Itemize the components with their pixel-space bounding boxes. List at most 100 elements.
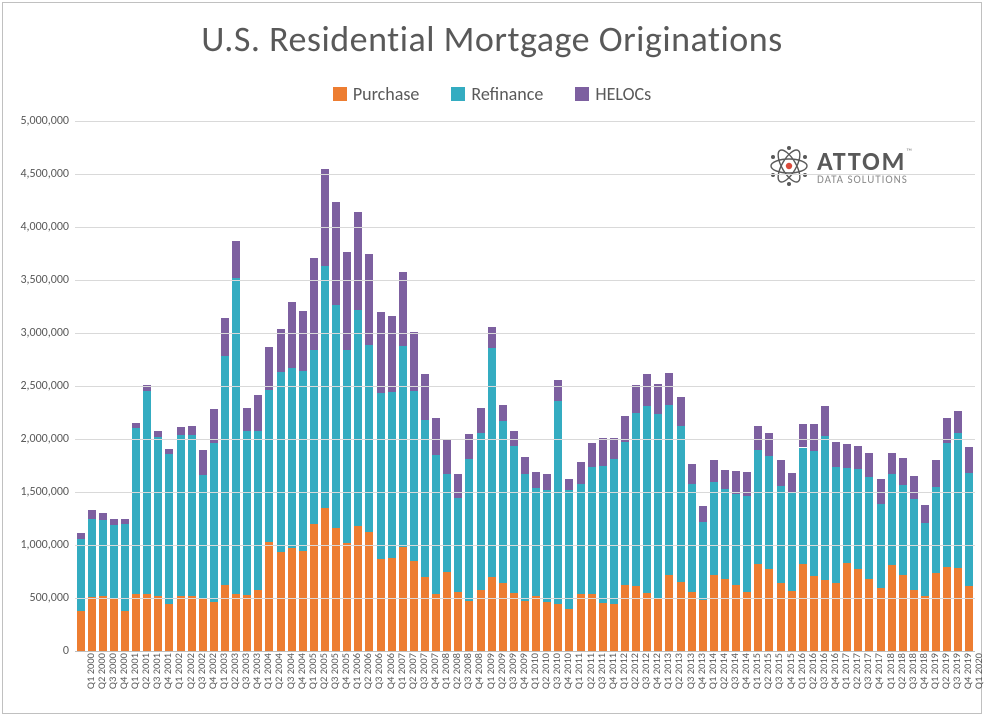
bar-segment-helocs bbox=[388, 316, 396, 392]
bar-segment-purchase bbox=[510, 593, 518, 651]
bar-segment-refinance bbox=[699, 522, 707, 600]
y-tick-label: 4,000,000 bbox=[9, 220, 69, 234]
bar-segment-purchase bbox=[132, 594, 140, 651]
bar-segment-purchase bbox=[454, 592, 462, 651]
bar-segment-purchase bbox=[654, 599, 662, 651]
bar-segment-purchase bbox=[888, 565, 896, 651]
bar-segment-helocs bbox=[77, 533, 85, 538]
bar-segment-helocs bbox=[865, 453, 873, 477]
bar-segment-helocs bbox=[343, 252, 351, 350]
y-tick-label: 500,000 bbox=[9, 591, 69, 605]
bar-segment-helocs bbox=[899, 458, 907, 485]
bar-segment-purchase bbox=[788, 591, 796, 651]
bar-segment-purchase bbox=[777, 583, 785, 651]
legend-swatch-refinance bbox=[451, 87, 465, 101]
bar-segment-purchase bbox=[199, 598, 207, 651]
bar-segment-refinance bbox=[943, 443, 951, 567]
bar-segment-refinance bbox=[665, 405, 673, 575]
bar-segment-purchase bbox=[577, 594, 585, 651]
bar-segment-purchase bbox=[710, 575, 718, 651]
bar-segment-purchase bbox=[643, 593, 651, 651]
bar-segment-purchase bbox=[932, 573, 940, 651]
legend-label-helocs: HELOCs bbox=[595, 83, 651, 105]
bar-segment-refinance bbox=[565, 490, 573, 609]
bar-segment-helocs bbox=[165, 449, 173, 454]
bar-segment-helocs bbox=[421, 374, 429, 420]
gridline bbox=[75, 174, 975, 175]
bar-segment-helocs bbox=[788, 473, 796, 493]
bar-segment-helocs bbox=[543, 474, 551, 490]
legend-label-refinance: Refinance bbox=[471, 83, 543, 105]
bar-segment-helocs bbox=[454, 474, 462, 498]
bar-segment-purchase bbox=[299, 551, 307, 651]
bar-segment-purchase bbox=[765, 569, 773, 651]
bar-segment-refinance bbox=[388, 392, 396, 557]
bar-segment-purchase bbox=[277, 552, 285, 651]
bar-segment-purchase bbox=[377, 559, 385, 651]
bar-segment-helocs bbox=[299, 311, 307, 371]
bar-segment-helocs bbox=[99, 513, 107, 519]
bar-segment-helocs bbox=[288, 302, 296, 368]
bar-segment-helocs bbox=[365, 254, 373, 345]
bar-segment-refinance bbox=[799, 448, 807, 565]
y-tick-label: 2,000,000 bbox=[9, 432, 69, 446]
bar-segment-helocs bbox=[610, 438, 618, 459]
y-tick-label: 3,500,000 bbox=[9, 273, 69, 287]
bar-segment-refinance bbox=[110, 525, 118, 599]
bar-segment-refinance bbox=[77, 539, 85, 611]
bar-segment-purchase bbox=[188, 596, 196, 651]
bar-segment-purchase bbox=[899, 575, 907, 651]
bar-segment-refinance bbox=[788, 493, 796, 591]
bar-segment-refinance bbox=[377, 393, 385, 558]
bar-segment-refinance bbox=[177, 435, 185, 596]
bar-segment-purchase bbox=[721, 579, 729, 651]
bar-segment-purchase bbox=[288, 548, 296, 651]
bar-segment-refinance bbox=[277, 372, 285, 552]
plot-area bbox=[75, 121, 975, 651]
bar-segment-refinance bbox=[477, 433, 485, 590]
bar-segment-helocs bbox=[332, 202, 340, 306]
bar-segment-purchase bbox=[854, 569, 862, 651]
bar-segment-purchase bbox=[832, 583, 840, 651]
bar-segment-refinance bbox=[332, 305, 340, 528]
bar-segment-helocs bbox=[232, 241, 240, 278]
bar-segment-helocs bbox=[588, 443, 596, 466]
bar-segment-refinance bbox=[643, 406, 651, 593]
bar-segment-purchase bbox=[821, 580, 829, 651]
gridline bbox=[75, 598, 975, 599]
bar-segment-refinance bbox=[410, 391, 418, 561]
bar-segment-purchase bbox=[699, 600, 707, 651]
bar-segment-refinance bbox=[343, 350, 351, 543]
bar-segment-purchase bbox=[421, 577, 429, 651]
bar-segment-helocs bbox=[110, 519, 118, 525]
bar-segment-refinance bbox=[921, 523, 929, 596]
bar-segment-helocs bbox=[921, 505, 929, 523]
bar-segment-refinance bbox=[132, 428, 140, 593]
bar-segment-helocs bbox=[721, 470, 729, 489]
gridline bbox=[75, 439, 975, 440]
bar-segment-helocs bbox=[177, 427, 185, 434]
bar-segment-purchase bbox=[488, 577, 496, 651]
gridline bbox=[75, 280, 975, 281]
bar-segment-refinance bbox=[843, 468, 851, 563]
legend: Purchase Refinance HELOCs bbox=[3, 83, 981, 106]
bar-segment-helocs bbox=[199, 450, 207, 475]
bar-segment-helocs bbox=[410, 332, 418, 391]
bar-segment-helocs bbox=[554, 380, 562, 401]
bar-segment-helocs bbox=[477, 408, 485, 432]
bar-segment-purchase bbox=[843, 563, 851, 651]
bar-segment-helocs bbox=[754, 426, 762, 449]
bar-segment-purchase bbox=[810, 576, 818, 651]
bar-segment-refinance bbox=[488, 348, 496, 577]
bar-segment-purchase bbox=[121, 611, 129, 651]
bar-segment-refinance bbox=[765, 456, 773, 569]
bar-segment-helocs bbox=[277, 329, 285, 372]
bar-segment-refinance bbox=[243, 431, 251, 595]
bar-segment-refinance bbox=[465, 459, 473, 601]
gridline bbox=[75, 386, 975, 387]
bar-segment-purchase bbox=[221, 585, 229, 651]
y-tick-label: 3,000,000 bbox=[9, 326, 69, 340]
bar-segment-refinance bbox=[288, 368, 296, 548]
bar-segment-refinance bbox=[154, 437, 162, 596]
bar-segment-purchase bbox=[754, 564, 762, 651]
